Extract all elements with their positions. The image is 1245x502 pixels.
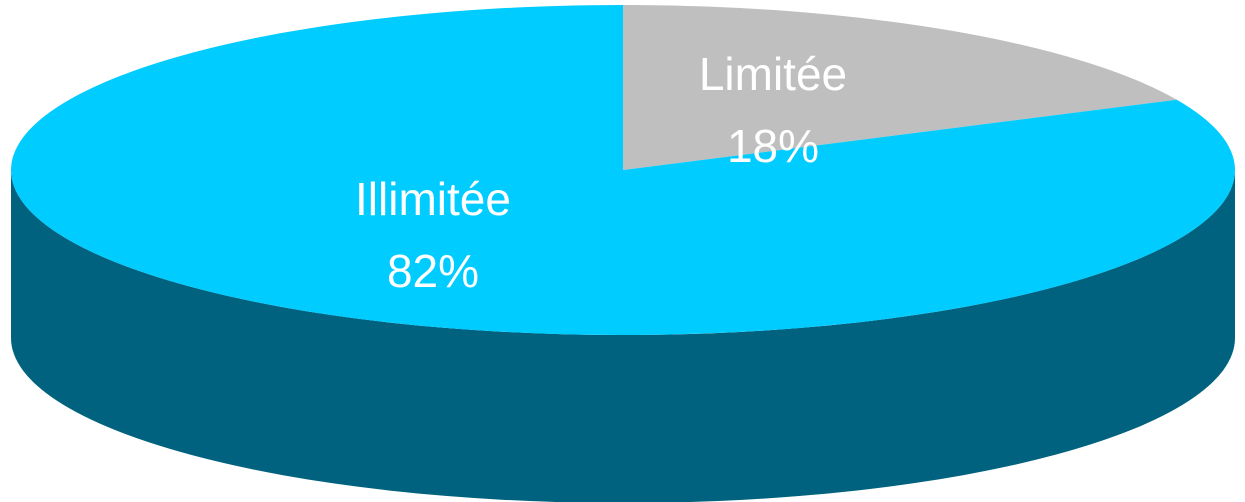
pie-slice-limitee xyxy=(623,5,1177,170)
pie-side-wall xyxy=(11,170,1235,502)
pie-slice-illimitee xyxy=(11,5,1236,335)
pie-labels: Limitée 18% Illimitée 82% xyxy=(355,48,847,297)
pie-slices xyxy=(11,5,1236,335)
slice-label-value: 82% xyxy=(387,245,479,297)
slice-label-category: Illimitée xyxy=(355,173,511,225)
slice-label-value: 18% xyxy=(727,120,819,172)
slice-label-category: Limitée xyxy=(699,48,847,100)
pie-side-wall-face xyxy=(11,170,1235,502)
